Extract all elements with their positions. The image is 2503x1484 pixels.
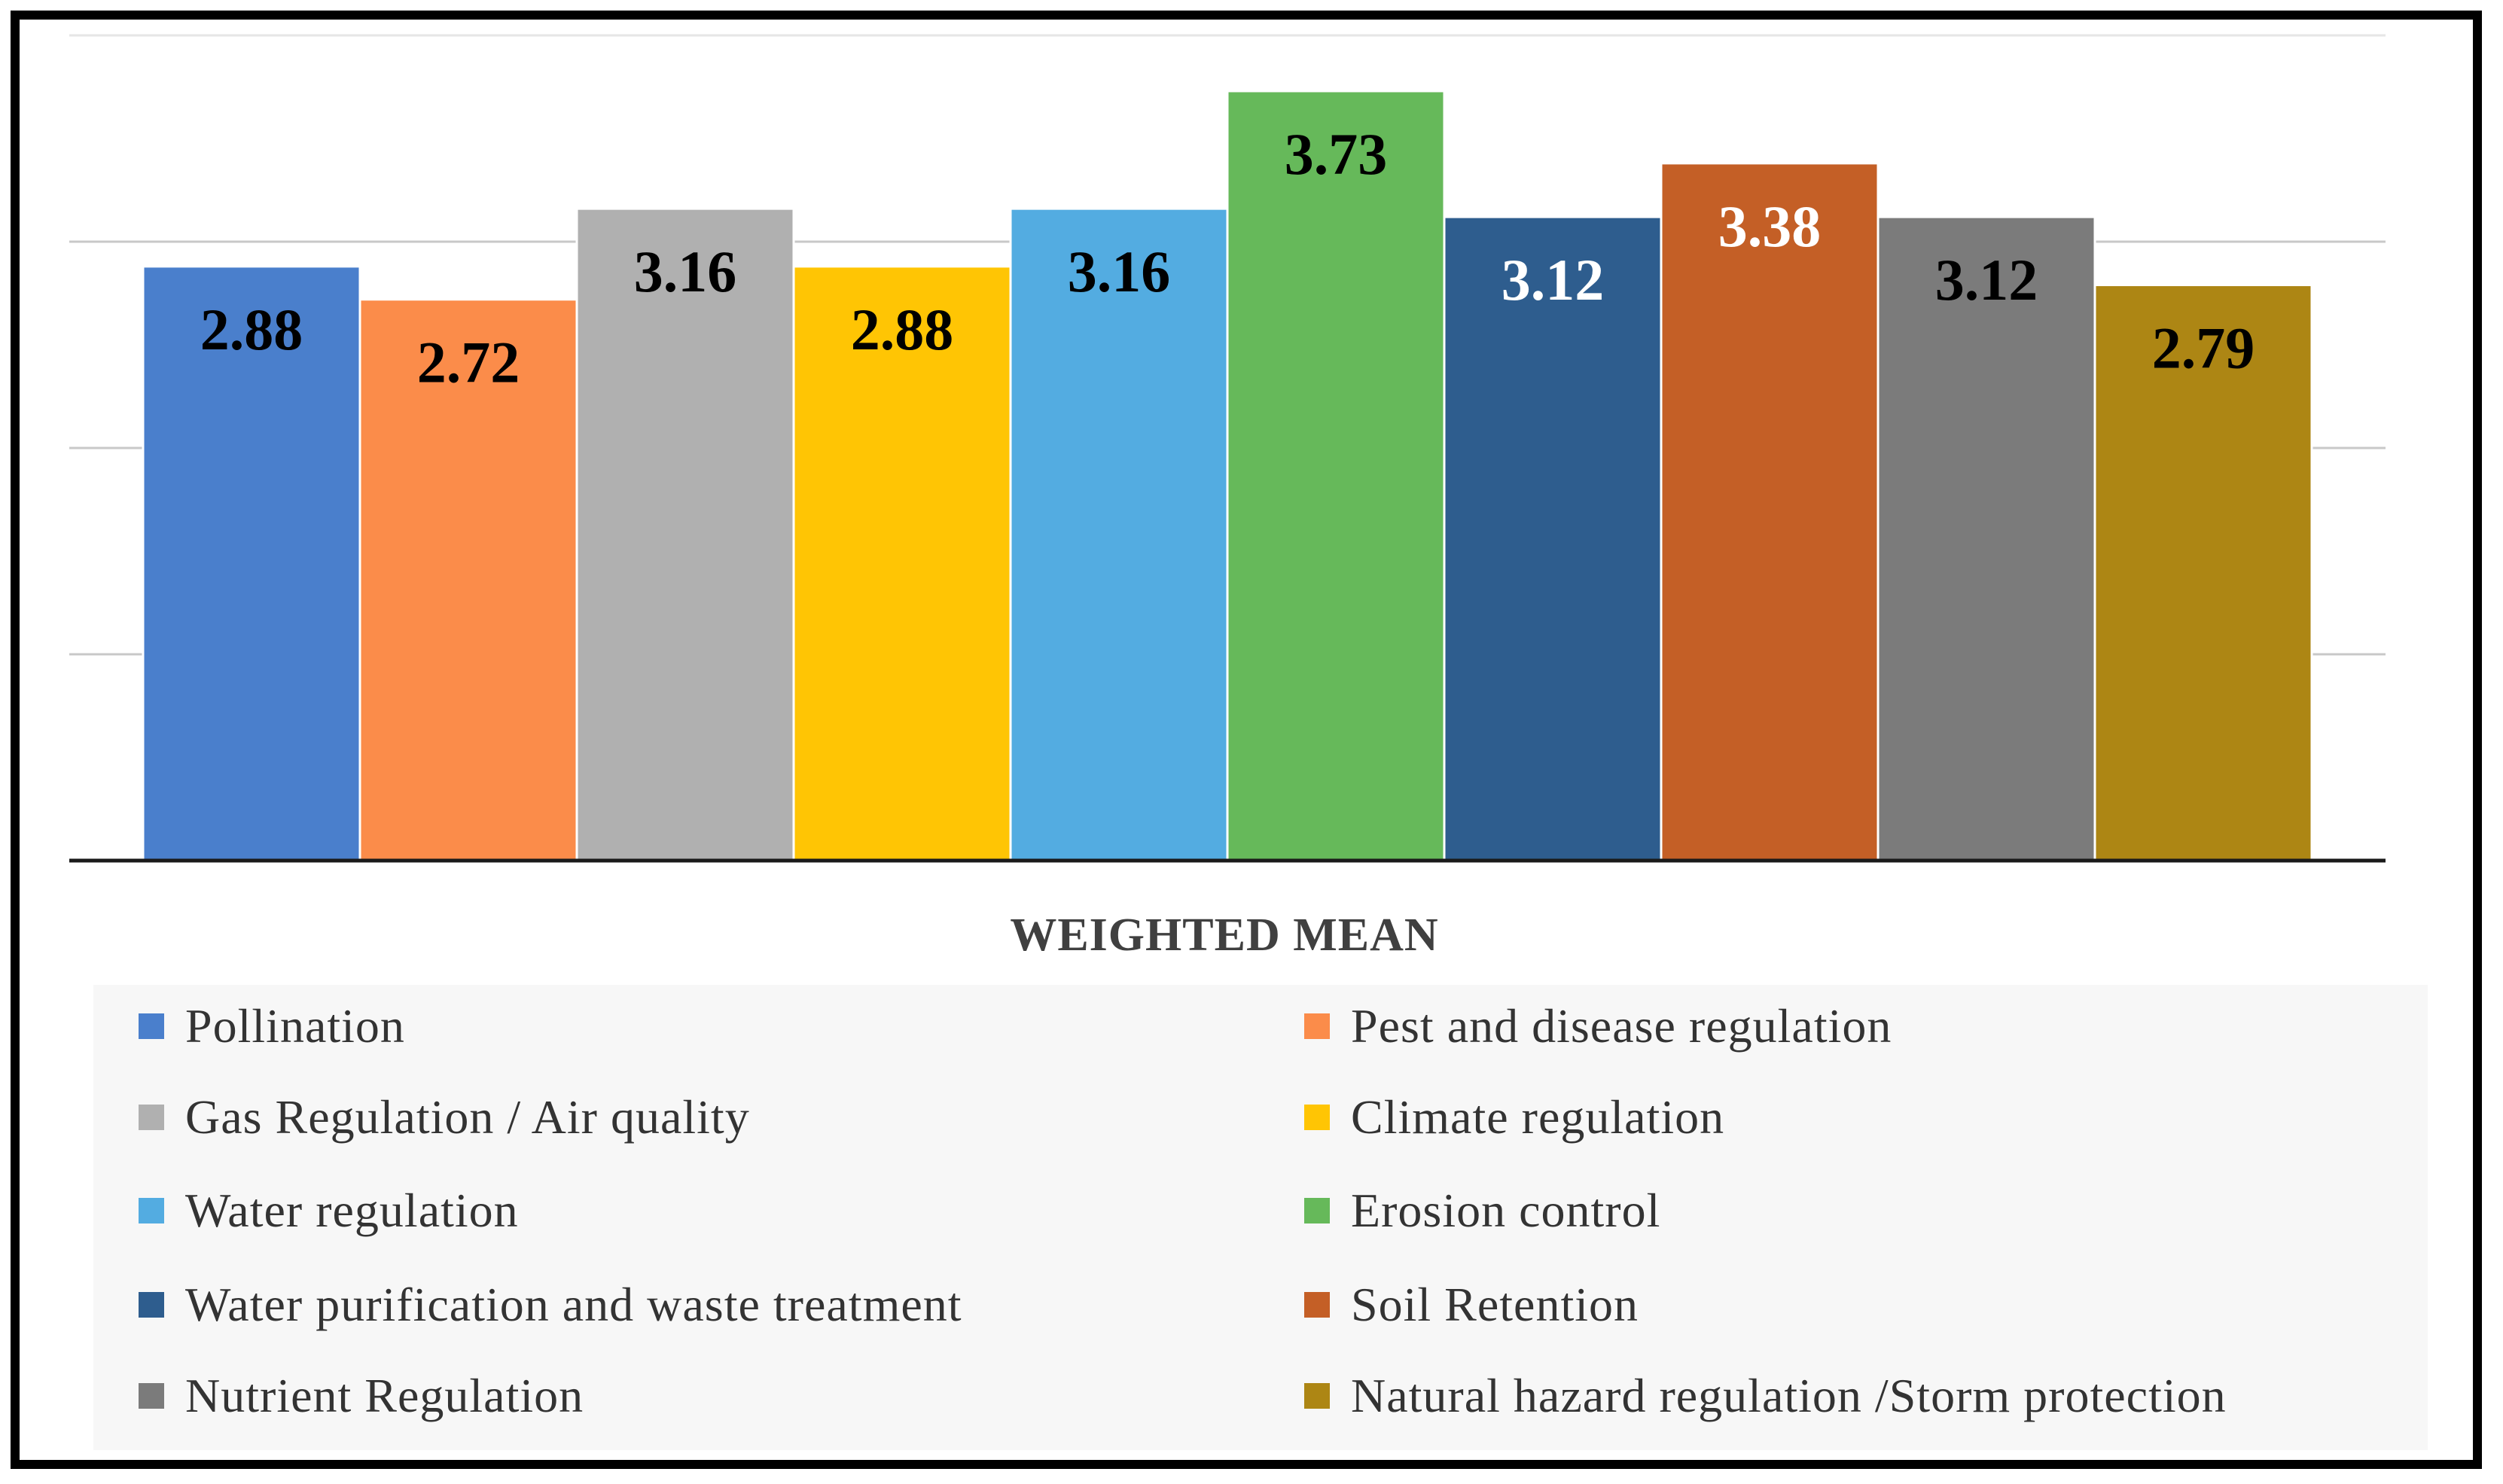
- bars: [142, 90, 2313, 862]
- legend-item: Nutrient Regulation: [139, 1362, 584, 1430]
- legend-swatch: [1304, 1105, 1330, 1130]
- legend-swatch: [1304, 1198, 1330, 1223]
- bar-4: [792, 265, 1012, 862]
- legend-label: Nutrient Regulation: [185, 1369, 584, 1422]
- legend: Pollination Pest and disease regulation Ga…: [93, 985, 2428, 1450]
- legend-swatch: [1304, 1013, 1330, 1039]
- legend-item: Pest and disease regulation: [1304, 992, 1892, 1060]
- bar-3: [575, 207, 795, 862]
- legend-item: Erosion control: [1304, 1177, 1660, 1245]
- data-label-6: 3.73: [1285, 121, 1388, 187]
- legend-label: Climate regulation: [1351, 1090, 1725, 1144]
- x-axis-title: WEIGHTED MEAN: [1010, 910, 1438, 961]
- legend-label: Soil Retention: [1351, 1278, 1639, 1331]
- legend-label: Gas Regulation / Air quality: [185, 1090, 750, 1144]
- bar-2: [358, 298, 578, 862]
- legend-item: Climate regulation: [1304, 1083, 1724, 1151]
- legend-label: Erosion control: [1351, 1184, 1661, 1237]
- legend-item: Soil Retention: [1304, 1271, 1639, 1339]
- legend-label: Water purification and waste treatment: [185, 1278, 962, 1331]
- bar-chart: 2.88 2.72 3.16 2.88 3.16 3.73 3.12 3.38 3.12 2.79…: [69, 34, 2386, 961]
- data-label-7: 3.12: [1501, 247, 1605, 312]
- data-label-9: 3.12: [1935, 247, 2038, 312]
- legend-item: Water regulation: [139, 1177, 519, 1245]
- bar-10: [2093, 284, 2313, 862]
- legend-swatch: [139, 1013, 164, 1039]
- data-label-8: 3.38: [1718, 193, 1822, 259]
- data-labels: 2.88 2.72 3.16 2.88 3.16 3.73 3.12 3.38 3.12 2.79: [200, 121, 2255, 395]
- bar-1: [142, 265, 361, 862]
- bar-5: [1009, 207, 1229, 862]
- data-label-10: 2.79: [2152, 315, 2255, 381]
- data-label-1: 2.88: [200, 297, 303, 362]
- legend-item: Gas Regulation / Air quality: [139, 1083, 750, 1151]
- legend-item: Pollination: [139, 992, 405, 1060]
- data-label-5: 3.16: [1068, 239, 1171, 304]
- legend-swatch: [139, 1105, 164, 1130]
- legend-label: Pest and disease regulation: [1351, 999, 1892, 1053]
- bar-6: [1226, 90, 1446, 862]
- legend-item: Water purification and waste treatment: [139, 1271, 962, 1339]
- data-label-4: 2.88: [851, 297, 954, 362]
- legend-label: Water regulation: [185, 1184, 519, 1237]
- data-label-3: 3.16: [634, 239, 737, 304]
- bar-9: [1876, 215, 2096, 862]
- data-label-2: 2.72: [417, 330, 520, 395]
- bar-8: [1660, 162, 1880, 862]
- legend-item: Natural hazard regulation /Storm protect…: [1304, 1362, 2227, 1430]
- legend-swatch: [139, 1292, 164, 1318]
- bar-7: [1443, 215, 1663, 862]
- legend-label: Pollination: [185, 999, 405, 1053]
- legend-swatch: [139, 1198, 164, 1223]
- legend-label: Natural hazard regulation /Storm protect…: [1351, 1369, 2227, 1422]
- legend-swatch: [1304, 1292, 1330, 1318]
- legend-swatch: [1304, 1383, 1330, 1409]
- legend-swatch: [139, 1383, 164, 1409]
